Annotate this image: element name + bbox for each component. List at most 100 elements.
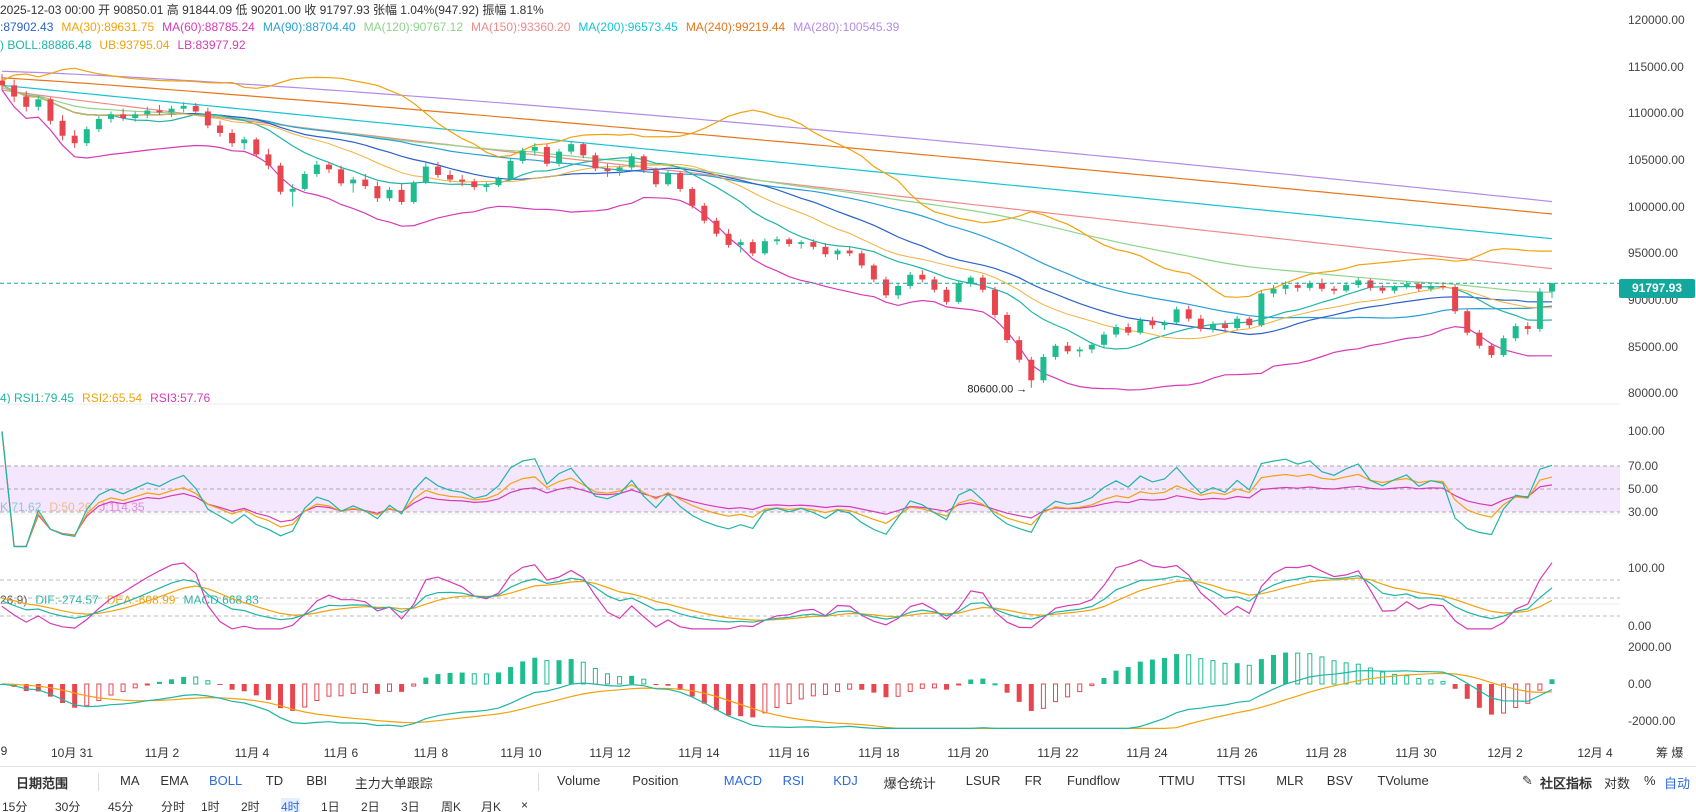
percent-toggle[interactable]: %	[1644, 773, 1656, 788]
side-panel-toggles[interactable]: 筹 爆	[1656, 746, 1684, 760]
candle-body	[955, 283, 962, 302]
interval-12[interactable]: ×	[521, 798, 529, 812]
indicator-2[interactable]: BOLL	[209, 773, 243, 788]
candle-body	[1246, 318, 1253, 326]
macd-histogram-bar	[980, 678, 986, 684]
interval-5[interactable]: 2时	[241, 800, 260, 812]
candle-body	[241, 139, 248, 144]
indicator-10[interactable]: TTSI	[1217, 773, 1246, 788]
candle-body	[1040, 356, 1047, 381]
macd-histogram-bar	[592, 668, 598, 685]
candle-body	[1391, 286, 1398, 291]
macd-histogram-bar	[169, 679, 175, 684]
macd-histogram-bar	[532, 657, 538, 684]
candle-body	[447, 174, 454, 180]
candle-body	[1222, 324, 1229, 328]
candle-body	[1476, 332, 1483, 346]
candle-body	[47, 99, 54, 121]
community-indicators-button[interactable]: 社区指标	[1540, 776, 1593, 791]
indicator-5[interactable]: 主力大单跟踪	[354, 776, 433, 791]
candle-body	[1415, 284, 1422, 289]
interval-6[interactable]: 4时	[281, 798, 300, 812]
interval-8[interactable]: 2日	[361, 800, 380, 812]
candle-body	[1488, 345, 1495, 356]
candle-body	[410, 182, 417, 202]
candle-body	[95, 118, 102, 130]
auto-scale-toggle[interactable]: 自动	[1664, 776, 1691, 791]
indicator-12[interactable]: BSV	[1326, 773, 1353, 788]
candle-body	[931, 279, 938, 290]
candle-body	[628, 156, 635, 168]
macd-histogram-bar	[1488, 684, 1494, 715]
candle-body	[1512, 326, 1519, 339]
macd-histogram-bar	[362, 683, 368, 693]
macd-histogram-bar	[665, 684, 671, 686]
interval-9[interactable]: 3日	[401, 800, 420, 812]
macd-histogram-bar	[1476, 684, 1482, 708]
macd-histogram-bar	[1016, 684, 1022, 702]
macd-histogram-bar	[568, 659, 574, 684]
interval-10[interactable]: 周K	[441, 800, 462, 812]
interval-3[interactable]: 分时	[161, 800, 186, 812]
macd-histogram-bar	[617, 676, 623, 685]
candle-body	[180, 105, 187, 109]
macd-histogram-bar	[1331, 660, 1337, 685]
macd-histogram-bar	[1404, 675, 1410, 685]
indicator-1[interactable]: Position	[632, 773, 679, 788]
indicator-4[interactable]: BBI	[306, 773, 328, 788]
axis-tick-label: 110000.00	[1628, 106, 1684, 121]
macd-histogram-bar	[1234, 663, 1240, 684]
legend-item: 4) RSI1:79.45	[0, 391, 75, 405]
macd-histogram-bar	[1525, 683, 1531, 704]
macd-histogram-bar	[1246, 664, 1252, 685]
indicator-3[interactable]: TD	[265, 773, 284, 788]
indicator-3[interactable]: RSI	[782, 773, 805, 788]
macd-histogram-bar	[1065, 683, 1071, 698]
interval-0[interactable]: 15分	[2, 800, 28, 812]
macd-histogram-bar	[278, 684, 284, 709]
indicator-13[interactable]: TVolume	[1377, 773, 1429, 788]
interval-2[interactable]: 45分	[108, 800, 134, 812]
candle-body	[1234, 318, 1241, 328]
macd-histogram-bar	[907, 683, 913, 692]
macd-histogram-bar	[144, 683, 150, 686]
indicator-11[interactable]: MLR	[1276, 773, 1304, 788]
indicator-9[interactable]: TTMU	[1158, 773, 1195, 788]
legend-item: UB:93795.04	[99, 38, 170, 52]
indicator-7[interactable]: FR	[1024, 773, 1042, 788]
date-range-button[interactable]: 日期范围	[16, 776, 69, 791]
macd-histogram-bar	[399, 684, 405, 692]
legend-item: MA(60):88785.24	[162, 20, 255, 34]
candle-body	[1197, 318, 1204, 329]
macd-histogram-bar	[895, 683, 901, 697]
indicator-8[interactable]: Fundflow	[1067, 773, 1120, 788]
log-scale-toggle[interactable]: 对数	[1604, 776, 1631, 791]
axis-tick-label: 30.00	[1628, 505, 1659, 519]
edit-icon[interactable]: ✎	[1522, 773, 1533, 788]
macd-histogram-bar	[859, 684, 865, 690]
macd-histogram-bar	[290, 684, 296, 711]
indicator-2[interactable]: MACD	[723, 773, 763, 788]
macd-histogram-bar	[374, 684, 380, 694]
interval-selector: 15分 30分 45分 分时 1时 2时 4时 1日 2日 3日 周K 月K ×	[0, 798, 1696, 812]
candle-body	[846, 250, 853, 254]
macd-histogram-bar	[1137, 661, 1143, 684]
indicator-0[interactable]: Volume	[557, 773, 601, 788]
indicator-4[interactable]: KDJ	[833, 773, 858, 788]
macd-histogram-bar	[217, 684, 223, 685]
axis-tick-label: 120000.00	[1628, 13, 1685, 27]
indicator-6[interactable]: LSUR	[965, 773, 1001, 788]
indicator-5[interactable]: 爆仓统计	[883, 776, 936, 791]
interval-4[interactable]: 1时	[201, 800, 220, 812]
candle-body	[1331, 288, 1338, 291]
macd-histogram-bar	[471, 673, 477, 685]
interval-1[interactable]: 30分	[55, 800, 81, 812]
indicator-1[interactable]: EMA	[160, 773, 189, 788]
interval-11[interactable]: 月K	[481, 800, 502, 812]
time-tick-label: 11月 14	[678, 746, 720, 760]
time-tick-label: 11月 16	[768, 746, 810, 760]
indicator-0[interactable]: MA	[120, 773, 140, 788]
macd-histogram-bar	[229, 684, 235, 690]
interval-7[interactable]: 1日	[321, 800, 340, 812]
